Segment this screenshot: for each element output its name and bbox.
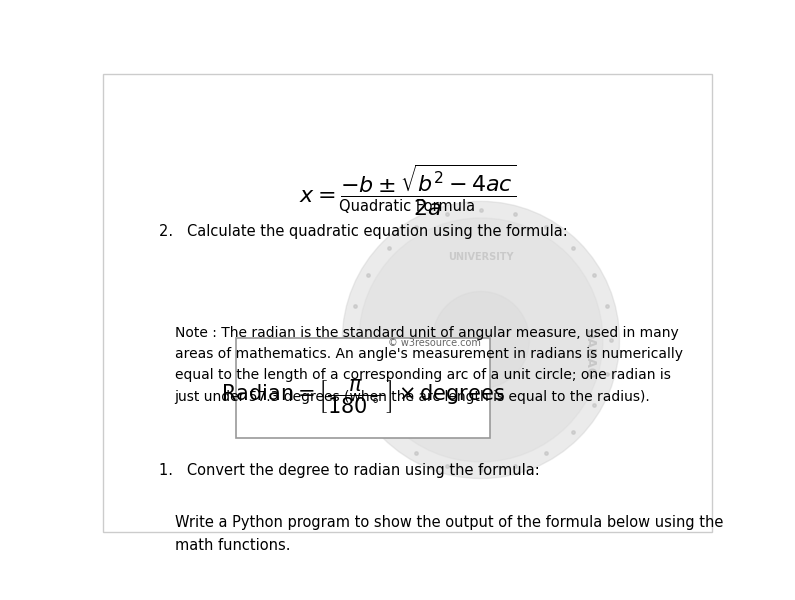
Text: Note : The radian is the standard unit of angular measure, used in many
areas of: Note : The radian is the standard unit o… [175,326,683,404]
Text: 2.   Calculate the quadratic equation using the formula:: 2. Calculate the quadratic equation usin… [159,224,568,239]
Circle shape [359,218,603,462]
Text: ⚜: ⚜ [468,409,494,437]
Circle shape [432,292,529,388]
Text: UNIVERSITY: UNIVERSITY [448,252,514,262]
Text: $x = \dfrac{-b \pm \sqrt{b^2 - 4ac}}{2a}$: $x = \dfrac{-b \pm \sqrt{b^2 - 4ac}}{2a}… [299,163,515,218]
Text: 1.   Convert the degree to radian using the formula:: 1. Convert the degree to radian using th… [159,463,540,478]
Text: THE: THE [366,340,379,368]
Text: © w3resource.com: © w3resource.com [388,338,481,349]
Text: DANAO: DANAO [583,329,595,379]
Circle shape [343,202,619,479]
Text: Write a Python program to show the output of the formula below using the
math fu: Write a Python program to show the outpu… [175,515,723,553]
FancyBboxPatch shape [236,338,491,438]
Text: Quadratic Formula: Quadratic Formula [339,199,475,214]
Text: $\mathrm{Radian} = \left[\dfrac{\pi}{180^\circ}\right]\times\mathrm{degrees}$: $\mathrm{Radian} = \left[\dfrac{\pi}{180… [221,377,505,416]
